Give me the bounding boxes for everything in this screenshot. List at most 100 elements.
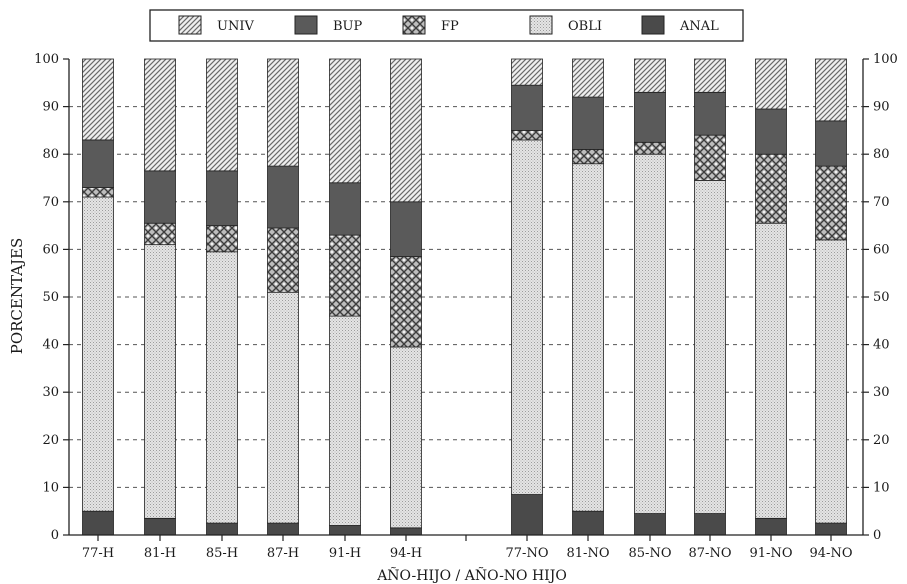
legend-label: OBLI xyxy=(568,19,602,34)
bar-segment-bup xyxy=(329,182,361,236)
y-tick-label-left: 90 xyxy=(42,100,59,115)
bar-segment-fp xyxy=(329,234,361,317)
bar-segment-anal xyxy=(390,527,422,536)
bar-segment-univ xyxy=(755,58,787,110)
x-tick-label: 77-H xyxy=(82,546,114,561)
bar-segment-anal xyxy=(755,517,787,536)
x-tick-label: 91-NO xyxy=(750,546,793,561)
bar-stack xyxy=(815,58,847,536)
legend-swatch-univ xyxy=(178,15,202,35)
bar-segment-fp xyxy=(511,129,543,141)
legend: UNIV BUP FP OBLI ANAL xyxy=(149,9,744,42)
y-tick-label-left: 10 xyxy=(42,480,59,495)
x-tick-label: 87-NO xyxy=(689,546,732,561)
y-tick-label-right: 10 xyxy=(873,480,890,495)
bar-segment-obli xyxy=(206,251,238,524)
bar-stack xyxy=(206,58,238,536)
bar-segment-fp xyxy=(755,153,787,224)
bar-segment-bup xyxy=(206,170,238,227)
x-tick-label: 77-NO xyxy=(506,546,549,561)
legend-item: UNIV xyxy=(178,15,254,35)
bar-segment-univ xyxy=(694,58,726,93)
gridlines xyxy=(69,106,863,488)
bar-stack xyxy=(267,58,299,536)
axes: 0 0 10 10 20 20 30 30 40 40 50 50 60 60 70 70 80 80 90 90 10… xyxy=(34,52,898,561)
bar-segment-bup xyxy=(634,91,666,143)
legend-label: FP xyxy=(441,19,459,34)
y-tick-label-right: 0 xyxy=(873,528,881,543)
bar-segment-obli xyxy=(144,244,176,519)
bar-stack xyxy=(82,58,114,536)
bar-segment-bup xyxy=(694,91,726,136)
bar-segment-fp xyxy=(267,227,299,293)
legend-item: FP xyxy=(402,15,459,35)
y-tick-label-left: 70 xyxy=(42,195,59,210)
bar-segment-univ xyxy=(815,58,847,122)
bars xyxy=(82,58,847,536)
bar-segment-univ xyxy=(206,58,238,172)
y-tick-label-left: 60 xyxy=(42,242,59,257)
y-tick-label-right: 100 xyxy=(873,52,898,67)
y-tick-label-right: 90 xyxy=(873,100,890,115)
bar-segment-anal xyxy=(694,513,726,536)
bar-segment-bup xyxy=(144,170,176,224)
bar-segment-obli xyxy=(390,346,422,529)
legend-item: ANAL xyxy=(641,15,719,35)
y-tick-label-right: 20 xyxy=(873,433,890,448)
bar-segment-anal xyxy=(329,525,361,536)
bar-segment-fp xyxy=(144,222,176,246)
bar-segment-fp xyxy=(390,256,422,348)
y-tick-label-right: 30 xyxy=(873,385,890,400)
bar-segment-fp xyxy=(572,149,604,165)
bar-segment-obli xyxy=(572,163,604,512)
bar-segment-obli xyxy=(694,179,726,514)
bar-segment-obli xyxy=(815,239,847,524)
legend-swatch-bup xyxy=(294,15,318,35)
x-tick-label: 91-H xyxy=(329,546,361,561)
y-tick-label-left: 80 xyxy=(42,147,59,162)
legend-item: OBLI xyxy=(529,15,602,35)
y-tick-label-right: 70 xyxy=(873,195,890,210)
y-tick-label-left: 0 xyxy=(51,528,59,543)
bar-segment-obli xyxy=(511,139,543,495)
bar-stack xyxy=(755,58,787,536)
bar-segment-obli xyxy=(82,196,114,512)
bar-segment-fp xyxy=(694,134,726,181)
bar-segment-obli xyxy=(267,291,299,524)
y-tick-label-left: 40 xyxy=(42,338,59,353)
bar-segment-bup xyxy=(267,165,299,229)
bar-segment-anal xyxy=(206,522,238,536)
y-tick-label-right: 40 xyxy=(873,338,890,353)
legend-label: ANAL xyxy=(679,19,719,34)
bar-segment-univ xyxy=(329,58,361,184)
x-tick-label: 85-NO xyxy=(629,546,672,561)
bar-segment-obli xyxy=(329,315,361,526)
bar-segment-univ xyxy=(267,58,299,167)
legend-swatch-obli xyxy=(529,15,553,35)
bar-segment-bup xyxy=(815,120,847,167)
bar-segment-bup xyxy=(82,139,114,188)
legend-swatch-fp xyxy=(402,15,426,35)
bar-segment-anal xyxy=(82,510,114,536)
legend-swatch-anal xyxy=(641,15,665,35)
bar-segment-fp xyxy=(82,187,114,198)
y-tick-label-left: 30 xyxy=(42,385,59,400)
bar-stack xyxy=(390,58,422,536)
bar-segment-univ xyxy=(144,58,176,172)
bar-segment-bup xyxy=(572,96,604,150)
bar-stack xyxy=(329,58,361,536)
y-tick-label-right: 60 xyxy=(873,242,890,257)
bar-segment-anal xyxy=(267,522,299,536)
bar-stack xyxy=(694,58,726,536)
bar-segment-univ xyxy=(572,58,604,98)
y-tick-label-left: 20 xyxy=(42,433,59,448)
x-tick-label: 81-H xyxy=(144,546,176,561)
bar-segment-anal xyxy=(144,517,176,536)
y-tick-label-right: 80 xyxy=(873,147,890,162)
y-tick-label-right: 50 xyxy=(873,290,890,305)
bar-segment-obli xyxy=(634,153,666,514)
y-tick-label-left: 100 xyxy=(34,52,59,67)
legend-label: BUP xyxy=(333,19,363,34)
bar-stack xyxy=(511,58,543,536)
